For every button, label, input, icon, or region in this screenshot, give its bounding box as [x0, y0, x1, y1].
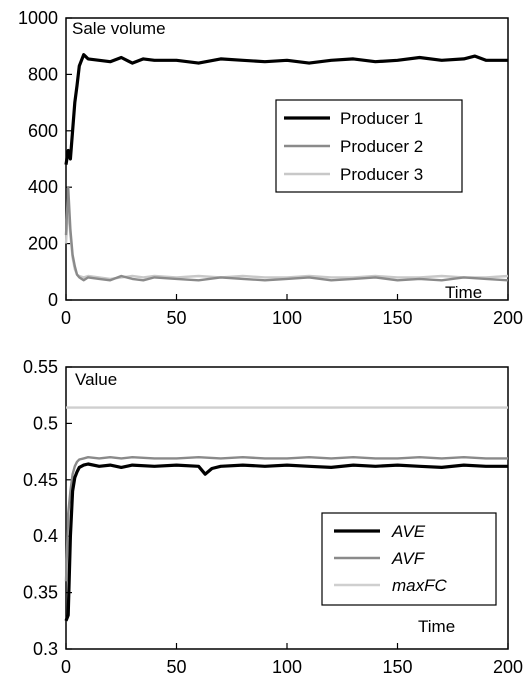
y-tick-label: 0: [48, 290, 58, 310]
y-tick-label: 0.3: [33, 639, 58, 659]
series-line-producer-3: [64, 202, 509, 281]
y-tick-label: 0.5: [33, 413, 58, 433]
series-line-ave: [64, 462, 508, 622]
legend-label-producer-2: Producer 2: [340, 137, 423, 156]
x-tick-label: 100: [272, 657, 302, 677]
series-lines: [64, 53, 509, 282]
x-tick-label: 150: [382, 308, 412, 328]
legend-label-avf: AVF: [391, 549, 426, 568]
y-tick-label: 1000: [18, 8, 58, 28]
x-tick-label: 0: [61, 657, 71, 677]
y-tick-label: 200: [28, 234, 58, 254]
y-tick-label: 0.45: [23, 470, 58, 490]
x-axis-label: Time: [418, 617, 455, 636]
legend-label-maxfc: maxFC: [392, 576, 448, 595]
x-tick-label: 0: [61, 308, 71, 328]
y-tick-label: 400: [28, 177, 58, 197]
x-tick-label: 100: [272, 308, 302, 328]
legend: Producer 1 Producer 2 Producer 3: [275, 99, 463, 193]
legend-label-producer-1: Producer 1: [340, 109, 423, 128]
x-tick-label: 50: [166, 308, 186, 328]
y-axis-label: Value: [75, 370, 117, 389]
y-tick-label: 0.35: [23, 583, 58, 603]
ticks: 0 50 100 150 200 0 200 400 600 800 1000: [18, 8, 523, 328]
legend-label-producer-3: Producer 3: [340, 165, 423, 184]
legend-label-ave: AVE: [391, 522, 426, 541]
series-line-avf: [64, 456, 508, 582]
series-line-producer-2: [64, 185, 509, 282]
series-lines: [64, 406, 508, 622]
x-axis-label: Time: [445, 283, 482, 302]
x-tick-label: 200: [493, 308, 523, 328]
y-tick-label: 800: [28, 64, 58, 84]
y-axis-label: Sale volume: [72, 19, 166, 38]
x-tick-label: 200: [493, 657, 523, 677]
x-tick-label: 50: [166, 657, 186, 677]
x-tick-label: 150: [382, 657, 412, 677]
sales-volume-chart: 0 50 100 150 200 0 200 400 600 800 1000 Sale volum…: [18, 8, 523, 328]
ticks: 0 50 100 150 200 0.3 0.35 0.4 0.45 0.5 0.55: [23, 357, 523, 677]
series-line-producer-1: [64, 53, 508, 165]
plot-area-frame: [65, 366, 509, 650]
legend: AVE AVF maxFC: [321, 512, 497, 606]
y-tick-label: 0.55: [23, 357, 58, 377]
y-tick-label: 600: [28, 121, 58, 141]
y-tick-label: 0.4: [33, 526, 58, 546]
